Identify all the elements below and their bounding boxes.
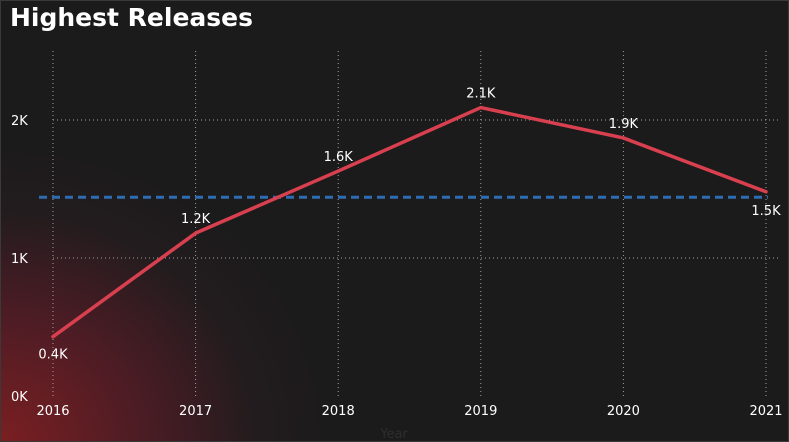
y-tick-label: 2K bbox=[11, 114, 28, 129]
x-tick-label: 2017 bbox=[179, 404, 212, 419]
data-label: 1.6K bbox=[324, 150, 354, 165]
data-point bbox=[194, 231, 198, 235]
data-point bbox=[764, 190, 768, 194]
data-point bbox=[479, 106, 483, 110]
data-point bbox=[51, 335, 55, 339]
x-tick-label: 2019 bbox=[464, 404, 497, 419]
y-tick-label: 0K bbox=[11, 390, 28, 405]
data-point bbox=[621, 136, 625, 140]
x-axis-title: Year bbox=[379, 427, 408, 441]
series-line-layer bbox=[51, 105, 768, 339]
data-labels: 0.4K 1.2K 1.6K 2.1K 1.9K 1.5K bbox=[38, 87, 781, 363]
x-tick-label: 2016 bbox=[36, 404, 69, 419]
axes: 0K 1K 2K 2016 2017 2018 2019 2020 2021 bbox=[11, 114, 783, 419]
data-label: 1.2K bbox=[181, 212, 211, 227]
y-tick-label: 1K bbox=[11, 252, 28, 267]
data-label: 1.9K bbox=[609, 117, 639, 132]
data-label: 0.4K bbox=[38, 348, 68, 363]
data-label: 1.5K bbox=[751, 204, 781, 219]
x-tick-label: 2018 bbox=[322, 404, 355, 419]
data-label: 2.1K bbox=[466, 87, 496, 102]
data-point bbox=[336, 169, 340, 173]
grid bbox=[52, 51, 778, 396]
series-line bbox=[51, 105, 768, 339]
chart-title: Highest Releases bbox=[10, 3, 253, 32]
x-tick-label: 2021 bbox=[749, 404, 782, 419]
x-tick-label: 2020 bbox=[607, 404, 640, 419]
